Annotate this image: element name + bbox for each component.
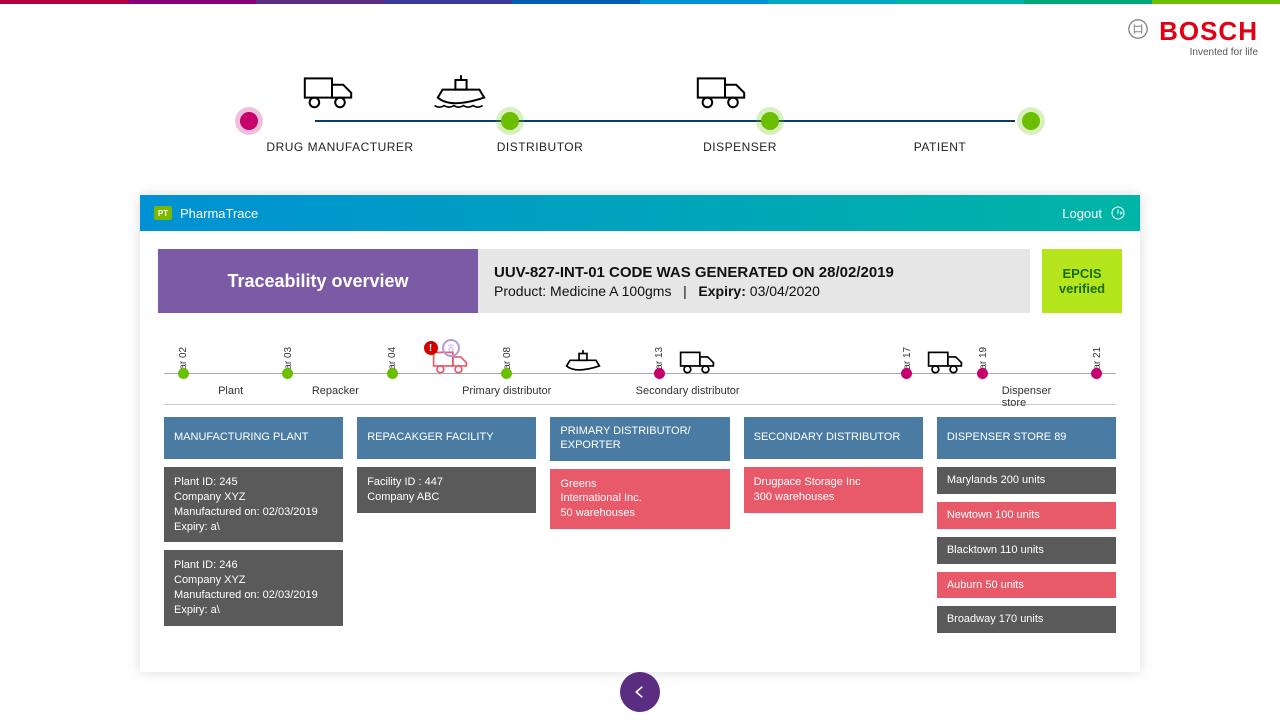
- timeline: Mar 02Mar 03Mar 04Mar 08Mar 13Mar 17Mar …: [164, 327, 1116, 405]
- timeline-dot: [977, 368, 988, 379]
- supplychain-node: [761, 112, 779, 130]
- trace-column: MANUFACTURING PLANT Plant ID: 245Company …: [164, 417, 343, 633]
- brand-logo: BOSCH Invented for life: [1127, 16, 1258, 58]
- logout-icon: [1110, 205, 1126, 221]
- trace-card[interactable]: Facility ID : 447Company ABC: [357, 467, 536, 513]
- trace-card[interactable]: Newtown 100 units: [937, 502, 1116, 529]
- brand-tagline: Invented for life: [1127, 47, 1258, 58]
- logout-button[interactable]: Logout: [1062, 205, 1126, 221]
- ship-icon: [433, 73, 489, 116]
- supplychain-label: DISTRIBUTOR: [440, 140, 640, 154]
- traceability-columns: MANUFACTURING PLANT Plant ID: 245Company …: [164, 417, 1116, 633]
- trace-column: REPACAKGER FACILITY Facility ID : 447Comp…: [357, 417, 536, 633]
- timeline-dot: [387, 368, 398, 379]
- trace-column: SECONDARY DISTRIBUTOR Drugpace Storage In…: [744, 417, 923, 633]
- prev-button[interactable]: [620, 672, 660, 712]
- overview-title: Traceability overview: [158, 249, 478, 313]
- trace-card[interactable]: Plant ID: 245Company XYZManufactured on:…: [164, 467, 343, 542]
- supplychain-node: [1022, 112, 1040, 130]
- bosch-icon: [1127, 18, 1149, 45]
- column-header: PRIMARY DISTRIBUTOR/ EXPORTER: [550, 417, 729, 461]
- pharmatrace-badge-icon: PT: [154, 206, 172, 220]
- column-header: REPACAKGER FACILITY: [357, 417, 536, 459]
- accent-bar: [0, 0, 1280, 4]
- product-value: Medicine A 100gms: [550, 283, 671, 299]
- trace-card[interactable]: Blacktown 110 units: [937, 537, 1116, 564]
- timeline-track: [164, 373, 1116, 374]
- app-header: PT PharmaTrace Logout: [140, 195, 1140, 231]
- trace-column: DISPENSER STORE 89 Marylands 200 units New…: [937, 417, 1116, 633]
- timeline-segment-label: Plant: [218, 385, 243, 397]
- timeline-segment-label: Repacker: [312, 385, 359, 397]
- supplychain-label: PATIENT: [840, 140, 1040, 154]
- trace-card[interactable]: Auburn 50 units: [937, 572, 1116, 599]
- column-header: DISPENSER STORE 89: [937, 417, 1116, 459]
- column-header: MANUFACTURING PLANT: [164, 417, 343, 459]
- supplychain-dot: [240, 112, 258, 130]
- trace-card[interactable]: Broadway 170 units: [937, 606, 1116, 633]
- trace-card[interactable]: Plant ID: 246Company XYZManufactured on:…: [164, 550, 343, 625]
- expiry-value: 03/04/2020: [750, 283, 820, 299]
- epcis-badge: EPCIS verified: [1042, 249, 1122, 313]
- supplychain-node: [501, 112, 519, 130]
- app-name: PharmaTrace: [180, 206, 258, 221]
- truck-icon: [925, 349, 965, 380]
- timeline-dot: [901, 368, 912, 379]
- supplychain-node: [240, 112, 258, 130]
- brand-name: BOSCH: [1159, 16, 1258, 47]
- trace-card[interactable]: Drugpace Storage Inc300 warehouses: [744, 467, 923, 513]
- code-line: UUV-827-INT-01 CODE WAS GENERATED ON 28/…: [494, 264, 1014, 281]
- truck-icon: [300, 73, 356, 116]
- timeline-dot: [178, 368, 189, 379]
- ship-icon: [563, 349, 603, 380]
- truck-icon: [693, 73, 749, 116]
- timeline-dot: [282, 368, 293, 379]
- product-line: Product: Medicine A 100gms | Expiry: 03/…: [494, 283, 1014, 299]
- timeline-segment-label: Dispenser store: [1002, 385, 1078, 409]
- supplychain-dot: [1022, 112, 1040, 130]
- overview-bar: Traceability overview UUV-827-INT-01 COD…: [158, 249, 1122, 313]
- timeline-dot: [654, 368, 665, 379]
- logout-label: Logout: [1062, 206, 1102, 221]
- trace-column: PRIMARY DISTRIBUTOR/ EXPORTER GreensInter…: [550, 417, 729, 633]
- supplychain-label: DRUG MANUFACTURER: [240, 140, 440, 154]
- timeline-dot: [501, 368, 512, 379]
- overview-info: UUV-827-INT-01 CODE WAS GENERATED ON 28/…: [478, 249, 1030, 313]
- supplychain-dot: [501, 112, 519, 130]
- timeline-segment-label: Primary distributor: [462, 385, 551, 397]
- chevron-left-icon: [631, 683, 649, 701]
- truck-alert-icon: !: [430, 349, 470, 380]
- app-window: PT PharmaTrace Logout Traceability overv…: [140, 195, 1140, 672]
- supplychain-label: DISPENSER: [640, 140, 840, 154]
- column-header: SECONDARY DISTRIBUTOR: [744, 417, 923, 459]
- expiry-label: Expiry:: [698, 283, 745, 299]
- product-label: Product:: [494, 283, 546, 299]
- trace-card[interactable]: Marylands 200 units: [937, 467, 1116, 494]
- supplychain-dot: [761, 112, 779, 130]
- timeline-segment-label: Secondary distributor: [636, 385, 740, 397]
- trace-card[interactable]: GreensInternational Inc.50 warehouses: [550, 469, 729, 530]
- timeline-dot: [1091, 368, 1102, 379]
- supplychain-diagram: DRUG MANUFACTURERDISTRIBUTORDISPENSERPAT…: [240, 70, 1040, 154]
- truck-icon: [677, 349, 717, 380]
